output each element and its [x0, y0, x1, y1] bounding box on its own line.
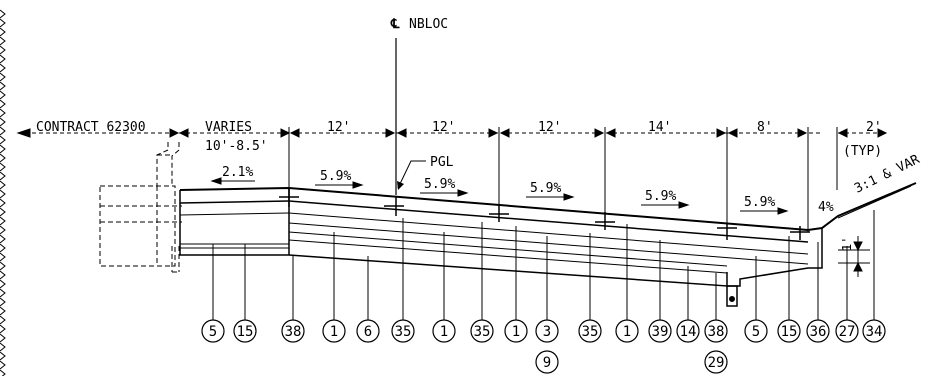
callout-circle	[391, 319, 415, 343]
callout-circle	[835, 319, 859, 343]
callout-number: 15	[237, 324, 254, 340]
slope-6: 5.9%	[744, 195, 775, 210]
callout-circle-below	[704, 350, 728, 374]
dim-span-1: 12'	[327, 120, 350, 135]
callout-number: 15	[781, 324, 798, 340]
callout-number: 27	[839, 324, 856, 340]
callout-circle	[470, 319, 494, 343]
slope-labels: 2.1% 5.9% 5.9% 5.9% 5.9% 5.9% 4%	[210, 165, 834, 215]
centerline: ℄ NBLOC	[390, 17, 448, 195]
crown-markers	[279, 189, 810, 240]
callout-circle	[806, 319, 830, 343]
callout-circle	[535, 319, 559, 343]
callout-number: 6	[364, 324, 372, 340]
callout-circle	[281, 319, 305, 343]
slope-4: 5.9%	[530, 181, 561, 196]
dim-depth: 1'	[840, 237, 854, 251]
callout-circles: 5 15 38 1 6 35 1 35 1 3 35 1 39 14 38 5 15 36 27 34 9 29	[201, 319, 886, 374]
callout-circle	[777, 319, 801, 343]
callout-circle	[744, 319, 768, 343]
dim-varies-range: 10'-8.5'	[205, 139, 268, 154]
slope-2: 5.9%	[320, 169, 351, 184]
callout-circle	[676, 319, 700, 343]
slope-1: 2.1%	[222, 165, 253, 180]
dim-typ: (TYP)	[843, 144, 882, 159]
callout-number: 35	[474, 324, 491, 340]
dim-varies: VARIES	[205, 120, 252, 135]
callout-number: 38	[285, 324, 302, 340]
slope-7: 4%	[818, 200, 834, 215]
callout-circle	[432, 319, 456, 343]
callout-circle	[578, 319, 602, 343]
callout-number: 1	[330, 324, 338, 340]
dim-span-5: 8'	[757, 120, 773, 135]
slope-3: 5.9%	[424, 177, 455, 192]
existing-structure	[99, 142, 182, 273]
callout-circle	[615, 319, 639, 343]
callout-number: 1	[440, 324, 448, 340]
pgl-label: PGL	[430, 155, 454, 170]
callout-circle	[201, 319, 225, 343]
edge-tick-marks	[0, 9, 6, 379]
callout-number: 5	[209, 324, 217, 340]
contract-label: CONTRACT 62300	[36, 120, 146, 135]
callout-circle	[862, 319, 886, 343]
callout-number: 1	[512, 324, 520, 340]
callout-number: 36	[810, 324, 827, 340]
centerline-label: NBLOC	[409, 17, 448, 32]
callout-number-below: 9	[543, 355, 551, 371]
dim-arrow-left	[16, 128, 31, 138]
callout-circle-below	[535, 350, 559, 374]
callout-circle	[233, 319, 257, 343]
pgl-leader: PGL	[397, 155, 454, 190]
dim-span-3: 12'	[538, 120, 561, 135]
callout-number: 1	[623, 324, 631, 340]
callout-circle	[504, 319, 528, 343]
centerline-symbol: ℄	[390, 17, 400, 32]
callout-circle	[704, 319, 728, 343]
slope-5: 5.9%	[645, 189, 676, 204]
callout-number: 35	[582, 324, 599, 340]
dim-shoulder: 2'	[866, 120, 882, 135]
dim-span-4: 14'	[648, 120, 671, 135]
callout-circle	[648, 319, 672, 343]
callout-number: 38	[708, 324, 725, 340]
callout-number: 3	[543, 324, 551, 340]
callout-number-below: 29	[708, 355, 725, 371]
callout-leaders	[212, 210, 875, 320]
callout-circle	[356, 319, 380, 343]
dim-span-2: 12'	[432, 120, 455, 135]
deck-section	[179, 182, 917, 307]
callout-circle	[322, 319, 346, 343]
callout-number: 35	[395, 324, 412, 340]
callout-number: 14	[680, 324, 697, 340]
dimension-line	[16, 127, 888, 232]
callout-number: 39	[652, 324, 669, 340]
callout-number: 5	[752, 324, 760, 340]
callout-number: 34	[866, 324, 883, 340]
